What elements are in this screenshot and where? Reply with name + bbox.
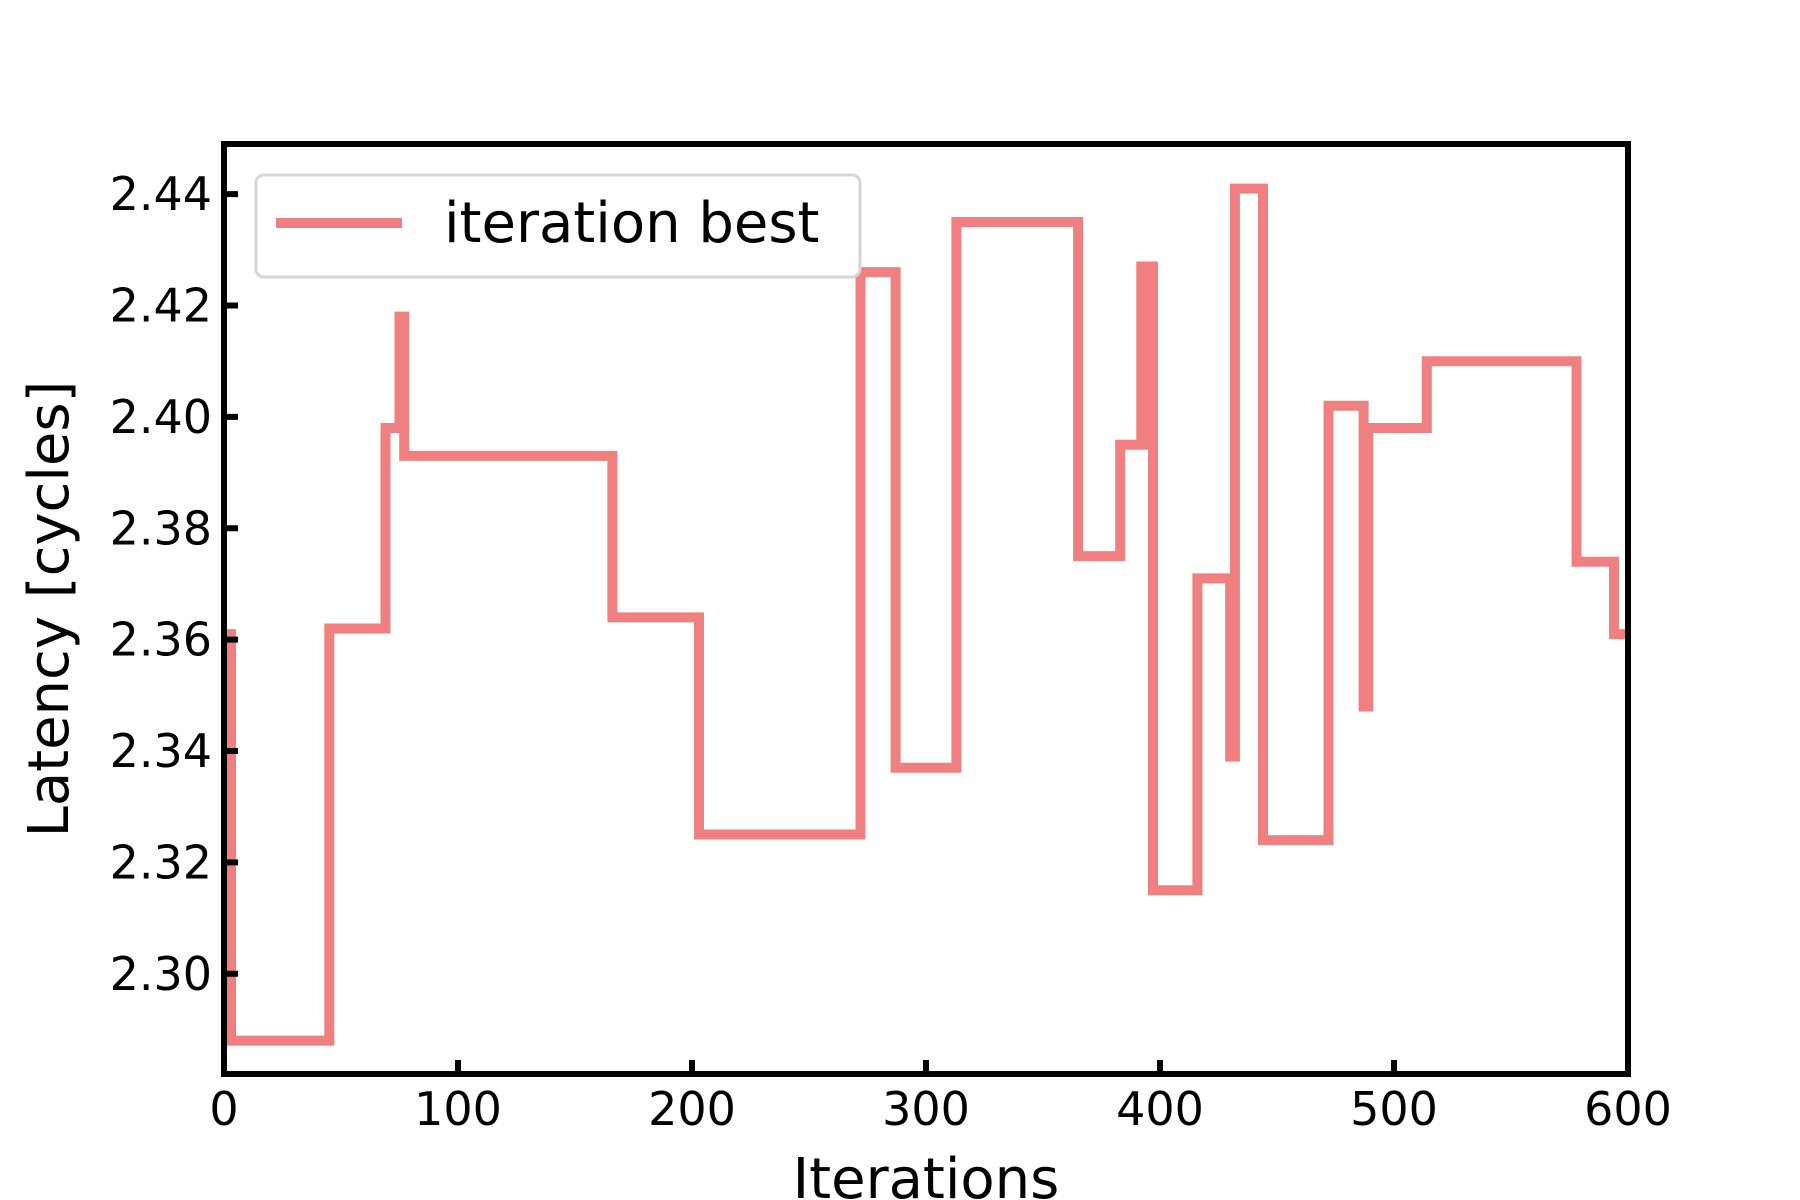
x-tick-label: 200 (648, 1082, 736, 1136)
y-tick-label: 2.30 (110, 947, 212, 1001)
y-tick-label: 2.36 (110, 613, 212, 667)
x-tick-label: 100 (414, 1082, 502, 1136)
legend-box (254, 173, 862, 279)
x-tick-label: 0 (209, 1082, 238, 1136)
y-tick-label: 2.32 (110, 835, 212, 889)
y-tick-label: 2.34 (110, 724, 212, 778)
y-tick-label: 2.44 (110, 167, 212, 221)
y-axis-ticks: 2.30 2.32 2.34 2.36 2.38 2.40 2.42 2.44 (110, 167, 238, 1001)
x-tick-label: 400 (1116, 1082, 1204, 1136)
series-line-iteration-best (224, 183, 1628, 1046)
legend: iteration best (254, 173, 862, 279)
x-axis-ticks: 0 100 200 300 400 500 600 (209, 1060, 1672, 1136)
x-tick-label: 300 (882, 1082, 970, 1136)
y-tick-label: 2.42 (110, 278, 212, 332)
x-tick-label: 600 (1584, 1082, 1672, 1136)
x-tick-label: 500 (1350, 1082, 1438, 1136)
y-axis-title: Latency [cycles] (17, 381, 82, 838)
x-axis-title: Iterations (793, 1147, 1060, 1200)
y-tick-label: 2.40 (110, 390, 212, 444)
legend-label-iteration-best: iteration best (444, 191, 820, 256)
y-tick-label: 2.38 (110, 501, 212, 555)
